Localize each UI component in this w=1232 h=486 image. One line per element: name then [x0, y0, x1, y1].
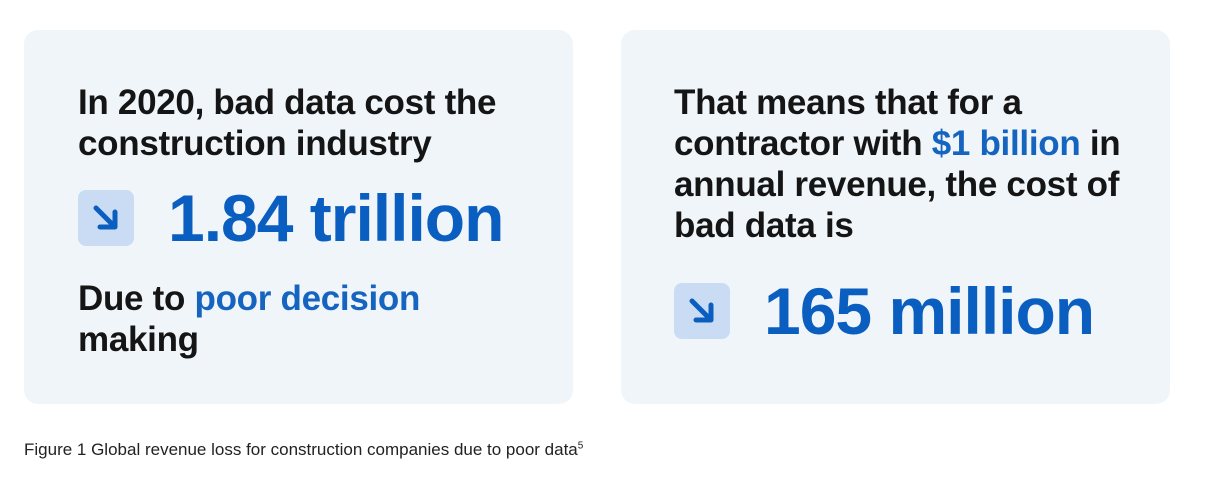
stat-card-contractor: That means that for a contractor with $1…	[621, 30, 1170, 404]
industry-cost-statement: In 2020, bad data cost the construction …	[78, 82, 538, 164]
contractor-cost-statement: That means that for a contractor with $1…	[674, 82, 1134, 246]
cost-reason: Due to poor decision making	[78, 278, 538, 360]
arrow-down-right-icon	[78, 190, 134, 246]
arrow-down-right-icon	[674, 283, 730, 339]
cost-reason-prefix: Due to	[78, 279, 195, 318]
cost-reason-suffix: making	[78, 320, 199, 359]
cost-reason-highlight: poor decision	[194, 279, 421, 318]
contractor-revenue-highlight: $1 billion	[931, 124, 1081, 163]
contractor-cost-value: 165 million	[764, 274, 1095, 348]
figure-caption-text: Figure 1 Global revenue loss for constru…	[24, 440, 578, 459]
contractor-statement-part1: That means that for a contractor with	[674, 83, 1022, 163]
contractor-cost-metric: 165 million	[674, 274, 1095, 348]
industry-cost-statement-text: In 2020, bad data cost the construction …	[78, 83, 497, 163]
industry-cost-value: 1.84 trillion	[168, 181, 504, 255]
figure-caption-footnote: 5	[577, 440, 584, 452]
figure-caption: Figure 1 Global revenue loss for constru…	[24, 440, 583, 460]
stat-card-industry: In 2020, bad data cost the construction …	[24, 30, 573, 404]
industry-cost-metric: 1.84 trillion	[78, 181, 504, 255]
contractor-statement-part2: in annual revenue, the cost of bad data …	[674, 124, 1121, 245]
